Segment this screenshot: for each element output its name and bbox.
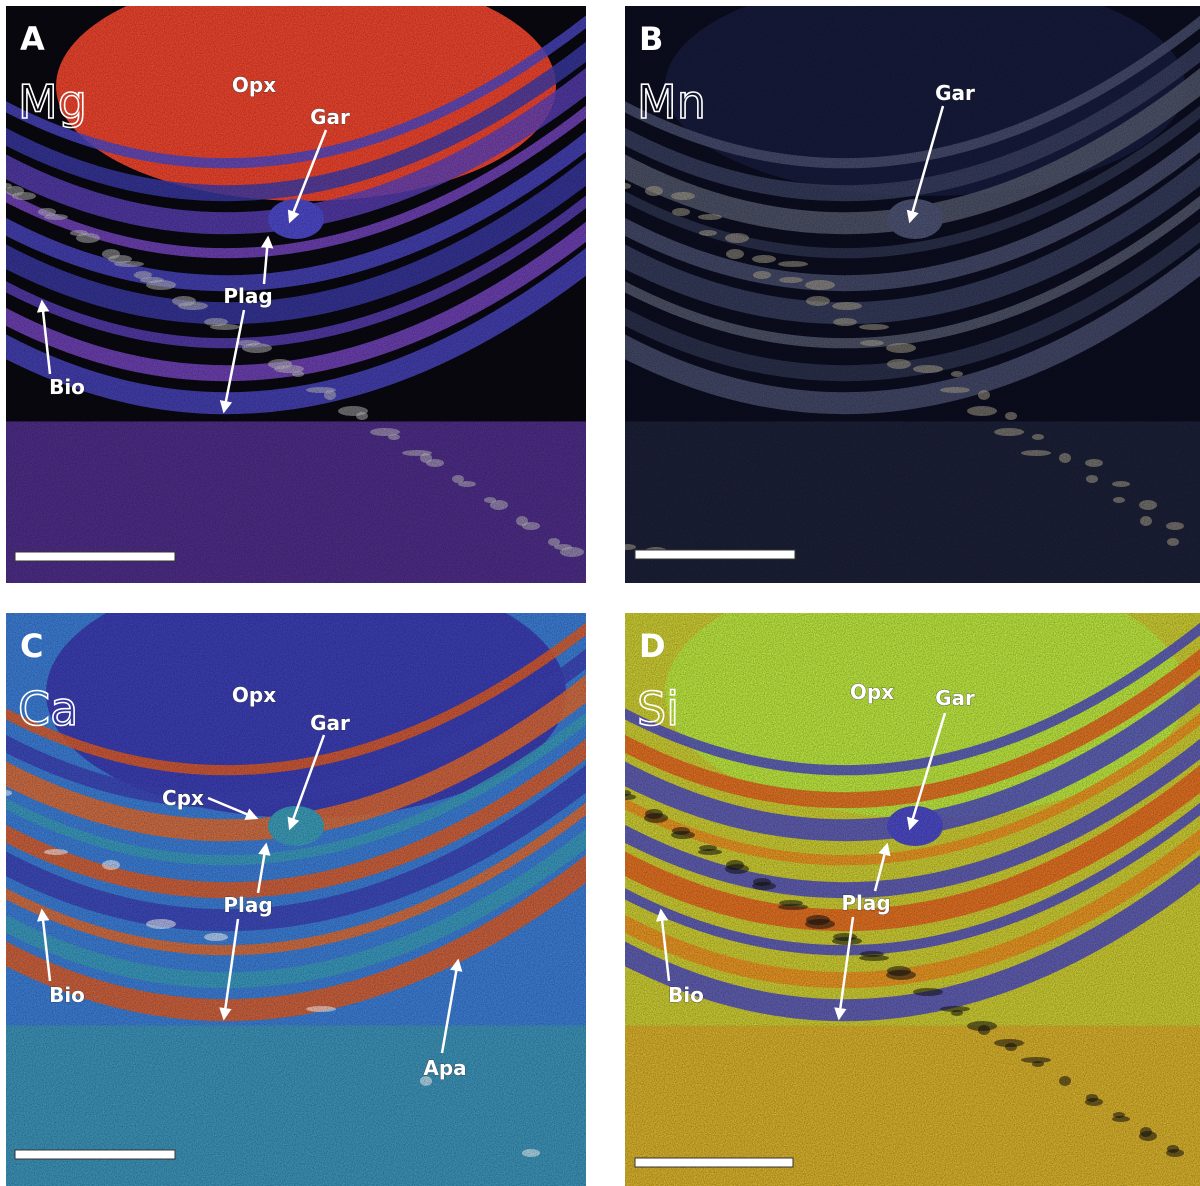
panel <box>605 568 1200 1186</box>
mineral-label: Plag <box>223 284 272 308</box>
mineral-label: Bio <box>49 375 85 399</box>
panel-letter: D <box>639 627 666 665</box>
panel-letter: C <box>20 627 43 665</box>
mineral-label: Cpx <box>162 786 204 810</box>
mineral-label: Plag <box>223 893 272 917</box>
panel-letter: B <box>639 20 663 58</box>
panel <box>0 0 606 595</box>
grain-texture <box>6 6 586 583</box>
element-name: Mn <box>637 75 706 129</box>
scale-bar <box>635 1158 793 1167</box>
mineral-label: Opx <box>232 73 276 97</box>
scale-bar <box>635 550 795 559</box>
mineral-label: Gar <box>935 81 975 105</box>
element-name: Ca <box>18 682 78 736</box>
mineral-label: Gar <box>310 105 350 129</box>
mineral-label: Bio <box>49 983 85 1007</box>
panel <box>0 568 606 1186</box>
mineral-label: Plag <box>841 891 890 915</box>
scale-bar <box>15 552 175 561</box>
panel-letter: A <box>20 20 45 58</box>
mineral-label: Opx <box>850 680 894 704</box>
grain-texture <box>625 613 1200 1186</box>
mineral-label: Bio <box>668 983 704 1007</box>
figure: A Mg Opx Gar Plag Bio B Mn Gar C Ca Opx Gar Cpx Plag Bi… <box>0 0 1200 1186</box>
element-name: Mg <box>18 75 87 129</box>
mineral-label: Gar <box>310 711 350 735</box>
mineral-label: Opx <box>232 683 276 707</box>
mineral-label: Apa <box>423 1056 466 1080</box>
scale-bar <box>15 1150 175 1159</box>
mineral-label: Gar <box>935 686 975 710</box>
element-name: Si <box>637 682 679 736</box>
grain-texture <box>6 613 586 1186</box>
grain-texture <box>625 6 1200 583</box>
